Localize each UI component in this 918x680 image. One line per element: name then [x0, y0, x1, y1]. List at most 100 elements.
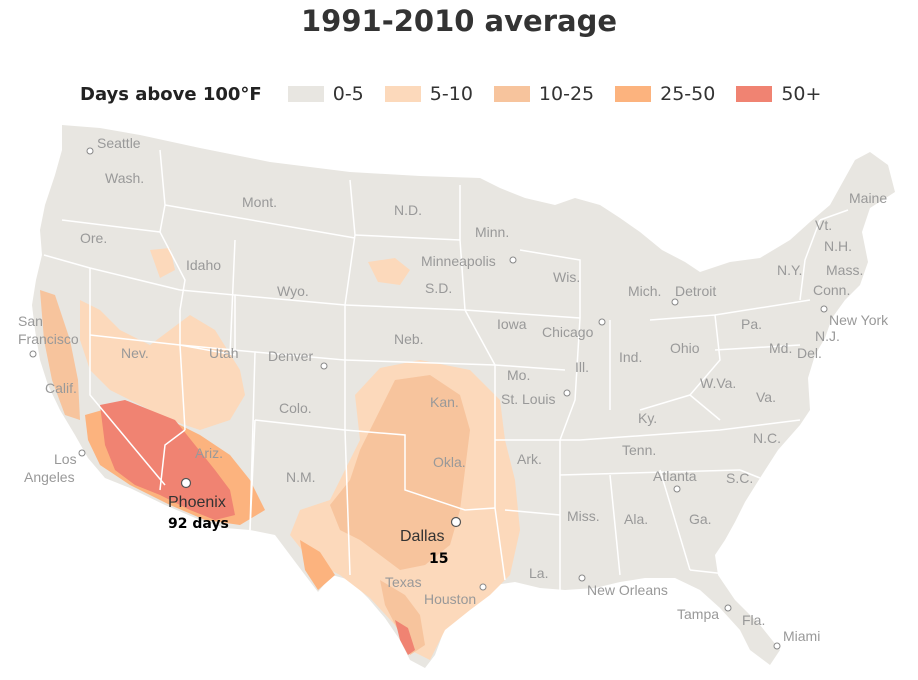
state-label-nv: Nev. [121, 345, 149, 361]
city-label-houston: Houston [424, 591, 476, 607]
state-label-ne: Neb. [394, 331, 424, 347]
city-dot-san-francisco [29, 350, 37, 358]
state-label-vt: Vt. [815, 217, 832, 233]
state-label-ma: Mass. [826, 262, 863, 278]
city-dot-new-york [820, 305, 828, 313]
state-label-sd: S.D. [425, 280, 452, 296]
city-labels: Seattle San Francisco Los Angeles Denver… [18, 135, 889, 644]
state-label-wa: Wash. [105, 170, 144, 186]
state-label-co: Colo. [279, 400, 312, 416]
city-markers [29, 147, 828, 650]
zone-5-10-west [80, 300, 245, 430]
state-borders [43, 149, 849, 590]
city-dot-miami [773, 642, 781, 650]
legend-label: 0-5 [332, 83, 364, 105]
state-label-nj: N.J. [815, 328, 840, 344]
state-label-ar: Ark. [517, 451, 542, 467]
legend-swatch [736, 86, 773, 102]
city-dot-seattle [86, 147, 94, 155]
state-label-md: Md. [769, 340, 792, 356]
city-label-denver: Denver [268, 348, 313, 364]
city-label-san-francisco-line2: Francisco [18, 331, 79, 347]
zone-5-10-sd [368, 258, 410, 285]
state-label-mn: Minn. [475, 224, 509, 240]
city-label-st-louis: St. Louis [501, 391, 555, 407]
state-label-al: Ala. [624, 511, 648, 527]
city-label-minneapolis: Minneapolis [421, 253, 496, 269]
state-label-nc: N.C. [753, 430, 781, 446]
legend-label: 25-50 [660, 83, 716, 105]
state-label-va: Va. [756, 389, 776, 405]
city-label-miami: Miami [783, 628, 820, 644]
city-label-san-francisco-line1: San [18, 313, 43, 329]
legend-item-0-5: 0-5 [287, 83, 364, 105]
city-dot-atlanta [673, 485, 681, 493]
legend-label: 50+ [781, 83, 822, 105]
zone-5-10-idaho [150, 248, 175, 278]
highlight-dallas: Dallas 15 [400, 516, 462, 567]
state-label-wy: Wyo. [277, 283, 309, 299]
state-label-de: Del. [797, 345, 822, 361]
map-title: 1991-2010 average [301, 4, 617, 38]
state-label-pa: Pa. [741, 316, 762, 332]
state-label-nh: N.H. [824, 238, 852, 254]
city-label-los-angeles-line1: Los [54, 451, 77, 467]
city-label-new-york: New York [829, 312, 889, 328]
state-label-ms: Miss. [567, 508, 600, 524]
city-dot-phoenix [180, 477, 192, 489]
city-label-detroit: Detroit [675, 283, 716, 299]
city-dot-dallas [450, 516, 462, 528]
state-labels: Wash. Ore. Calif. Idaho Nev. Utah Ariz. … [45, 170, 887, 628]
city-dot-chicago [598, 318, 606, 326]
state-label-ut: Utah [209, 345, 239, 361]
state-label-me: Maine [849, 190, 887, 206]
state-label-or: Ore. [80, 230, 107, 246]
legend-item-50-plus: 50+ [736, 83, 821, 105]
zone-10-25-plains [330, 375, 470, 570]
state-label-ct: Conn. [813, 282, 850, 298]
legend-item-10-25: 10-25 [493, 83, 595, 105]
city-label-dallas: Dallas [400, 528, 444, 545]
city-label-new-orleans: New Orleans [587, 582, 668, 598]
city-dot-minneapolis [509, 256, 517, 264]
dallas-days-value: 15 [429, 551, 448, 567]
legend-item-5-10: 5-10 [384, 83, 473, 105]
legend-item-25-50: 25-50 [615, 83, 715, 105]
state-label-nm: N.M. [286, 469, 316, 485]
state-label-mo: Mo. [507, 367, 530, 383]
state-label-ky: Ky. [638, 410, 657, 426]
highlight-phoenix: Phoenix 92 days [168, 477, 229, 532]
zone-50-plus-desert [100, 400, 235, 520]
city-label-atlanta: Atlanta [653, 468, 697, 484]
zone-25-50-tx-border [300, 540, 335, 590]
state-label-wv: W.Va. [700, 375, 736, 391]
legend-swatch [493, 86, 530, 102]
heat-zones [40, 248, 520, 660]
zone-10-25-south-tx [380, 580, 425, 655]
state-label-tn: Tenn. [622, 442, 656, 458]
zone-10-25-ca-valley [40, 290, 80, 420]
legend-swatch [287, 86, 324, 102]
city-label-seattle: Seattle [97, 135, 141, 151]
city-label-tampa: Tampa [677, 606, 719, 622]
state-label-wi: Wis. [553, 269, 580, 285]
state-label-ny: N.Y. [777, 262, 802, 278]
zone-50-plus-rio-grande [395, 620, 415, 655]
state-label-il: Ill. [575, 359, 589, 375]
state-label-ok: Okla. [433, 454, 466, 470]
state-label-in: Ind. [619, 349, 642, 365]
state-label-mi: Mich. [628, 283, 661, 299]
city-label-phoenix: Phoenix [168, 494, 226, 511]
state-label-ca: Calif. [45, 380, 77, 396]
legend-swatch [384, 86, 421, 102]
city-dot-tampa [724, 604, 732, 612]
city-dot-detroit [671, 298, 679, 306]
state-label-ia: Iowa [497, 316, 527, 332]
state-label-sc: S.C. [726, 470, 753, 486]
great-lakes-region [615, 245, 668, 310]
legend: Days above 100°F 0-5 5-10 10-25 25-50 50… [80, 82, 842, 106]
legend-label: 10-25 [538, 83, 595, 105]
state-label-la: La. [529, 565, 548, 581]
legend-swatch [615, 86, 652, 102]
